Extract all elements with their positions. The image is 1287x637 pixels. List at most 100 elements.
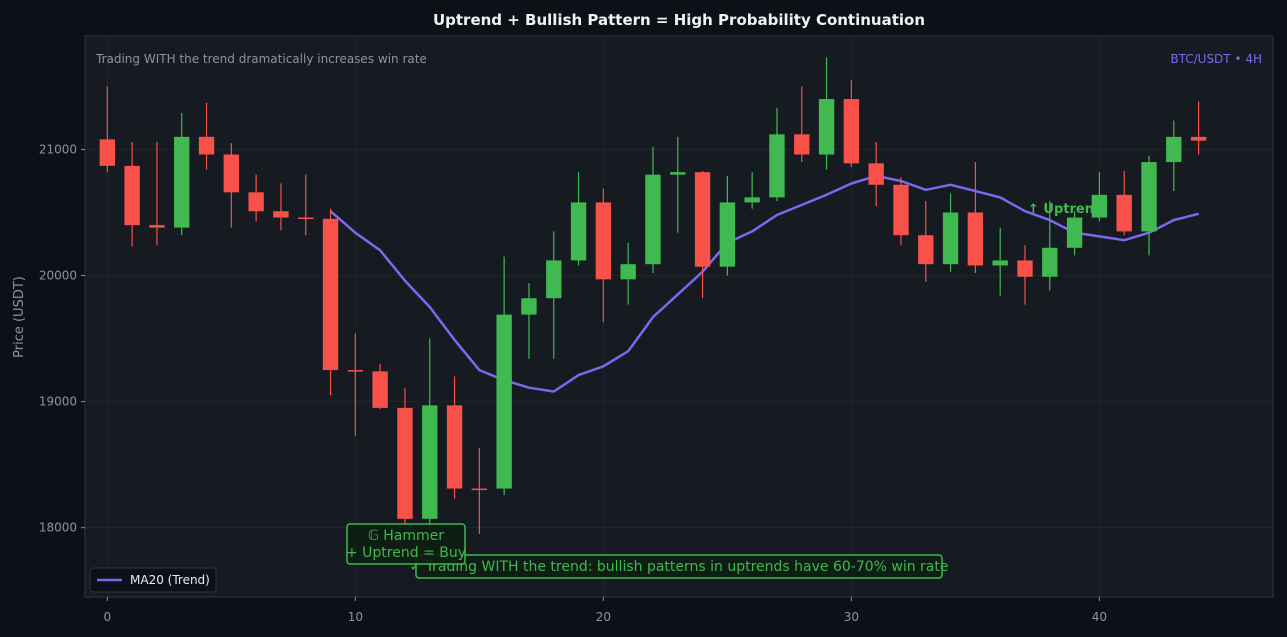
x-tick-label: 10 [348, 610, 363, 624]
bullish-candle [992, 227, 1008, 296]
candle-body [620, 264, 636, 280]
bearish-candle [595, 188, 612, 323]
bearish-candle [397, 387, 413, 528]
bullish-candle [1066, 211, 1083, 256]
x-tick-label: 20 [596, 610, 611, 624]
candle-body [149, 225, 165, 228]
bullish-candle [174, 112, 190, 236]
candle-body [719, 202, 736, 267]
candle-body [273, 211, 289, 218]
candle-body [893, 184, 909, 236]
candle-body [967, 212, 984, 266]
candle-body [670, 172, 686, 175]
trend-note-frame [415, 554, 943, 579]
bearish-candle [223, 143, 240, 228]
bearish-candle [248, 174, 264, 222]
candle-body [99, 139, 116, 166]
uptrend-label: ↑ Uptrend [1028, 202, 1103, 217]
plot-area [84, 35, 1274, 598]
candle-body [868, 163, 884, 185]
hammer-annotation-line2: + Uptrend = Buy [346, 545, 466, 561]
bearish-candle [347, 333, 364, 436]
candle-body [1116, 194, 1132, 232]
bullish-candle [546, 231, 562, 359]
candle-body [422, 405, 438, 519]
bearish-candle [893, 177, 909, 246]
bearish-candle [967, 162, 984, 274]
candle-body [546, 260, 562, 299]
bullish-candle [496, 256, 512, 495]
candle-body [1066, 217, 1083, 248]
bullish-candle [645, 146, 661, 274]
candle-body [223, 154, 240, 193]
axis-ticks: 18000 19000 20000 21000 0 10 20 30 40 [39, 142, 1107, 624]
bullish-candle [422, 338, 438, 531]
hammer-annotation-line1: 𝔾 Hammer [368, 528, 444, 544]
candle-body [794, 134, 810, 155]
candle-body [843, 99, 860, 164]
bullish-candle [521, 283, 537, 359]
ma20-trend-line [329, 174, 1199, 393]
ma-layer [329, 174, 1199, 393]
bearish-candle [446, 376, 463, 499]
candle-body [645, 174, 661, 265]
candle-body [1091, 194, 1108, 218]
bullish-candle [769, 107, 785, 202]
candle-body [1166, 136, 1182, 163]
uptrend-annotation: ↑ Uptrend [1028, 202, 1103, 217]
candle-body [174, 136, 190, 228]
bearish-candle [694, 170, 711, 299]
candle-body [744, 197, 760, 203]
candle-body [124, 165, 140, 226]
bullish-candle [818, 57, 835, 170]
y-tick-label: 21000 [39, 142, 77, 156]
pair-label: BTC/USDT • 4H [1170, 52, 1262, 66]
bullish-candle [942, 193, 959, 272]
legend: MA20 (Trend) [89, 567, 217, 593]
bearish-candle [794, 86, 810, 163]
x-tick-label: 30 [844, 610, 859, 624]
candle-body [397, 407, 413, 519]
candle-body [322, 218, 339, 371]
trend-note-box: ✓ Trading WITH the trend: bullish patter… [410, 554, 949, 579]
y-tick-label: 20000 [39, 269, 77, 283]
bullish-candle [1166, 120, 1182, 192]
bullish-candle [1141, 155, 1157, 256]
bullish-candle [719, 175, 736, 276]
candle-body [372, 371, 388, 408]
candle-body [471, 488, 488, 491]
candle-body [595, 202, 612, 280]
candle-body [769, 134, 785, 198]
candles [99, 57, 1207, 534]
candle-body [694, 172, 711, 267]
trend-note-text: ✓ Trading WITH the trend: bullish patter… [410, 559, 949, 575]
candle-body [1190, 136, 1207, 141]
x-tick-label: 40 [1092, 610, 1107, 624]
candle-body [248, 192, 264, 212]
candle-body [818, 99, 835, 155]
candle-body [992, 260, 1008, 266]
bearish-candle [298, 174, 314, 236]
candle-body [446, 405, 463, 489]
candle-body [1141, 162, 1157, 232]
bearish-candle [149, 141, 165, 246]
candle-body [347, 370, 364, 372]
candle-body [198, 136, 215, 155]
bearish-candle [471, 448, 488, 534]
bullish-candle [570, 172, 587, 266]
candle-body [521, 298, 537, 315]
bullish-candle [1091, 172, 1108, 222]
bearish-candle [1190, 101, 1207, 155]
bearish-candle [99, 86, 116, 173]
bearish-candle [198, 102, 215, 170]
bullish-candle [1042, 201, 1058, 291]
candle-body [496, 314, 512, 489]
candle-body [1042, 247, 1058, 277]
bearish-candle [322, 208, 339, 396]
x-tick-label: 0 [104, 610, 112, 624]
candle-body [918, 235, 934, 265]
legend-ma-label: MA20 (Trend) [130, 573, 210, 587]
bullish-candle [744, 172, 760, 209]
bearish-candle [124, 141, 140, 247]
